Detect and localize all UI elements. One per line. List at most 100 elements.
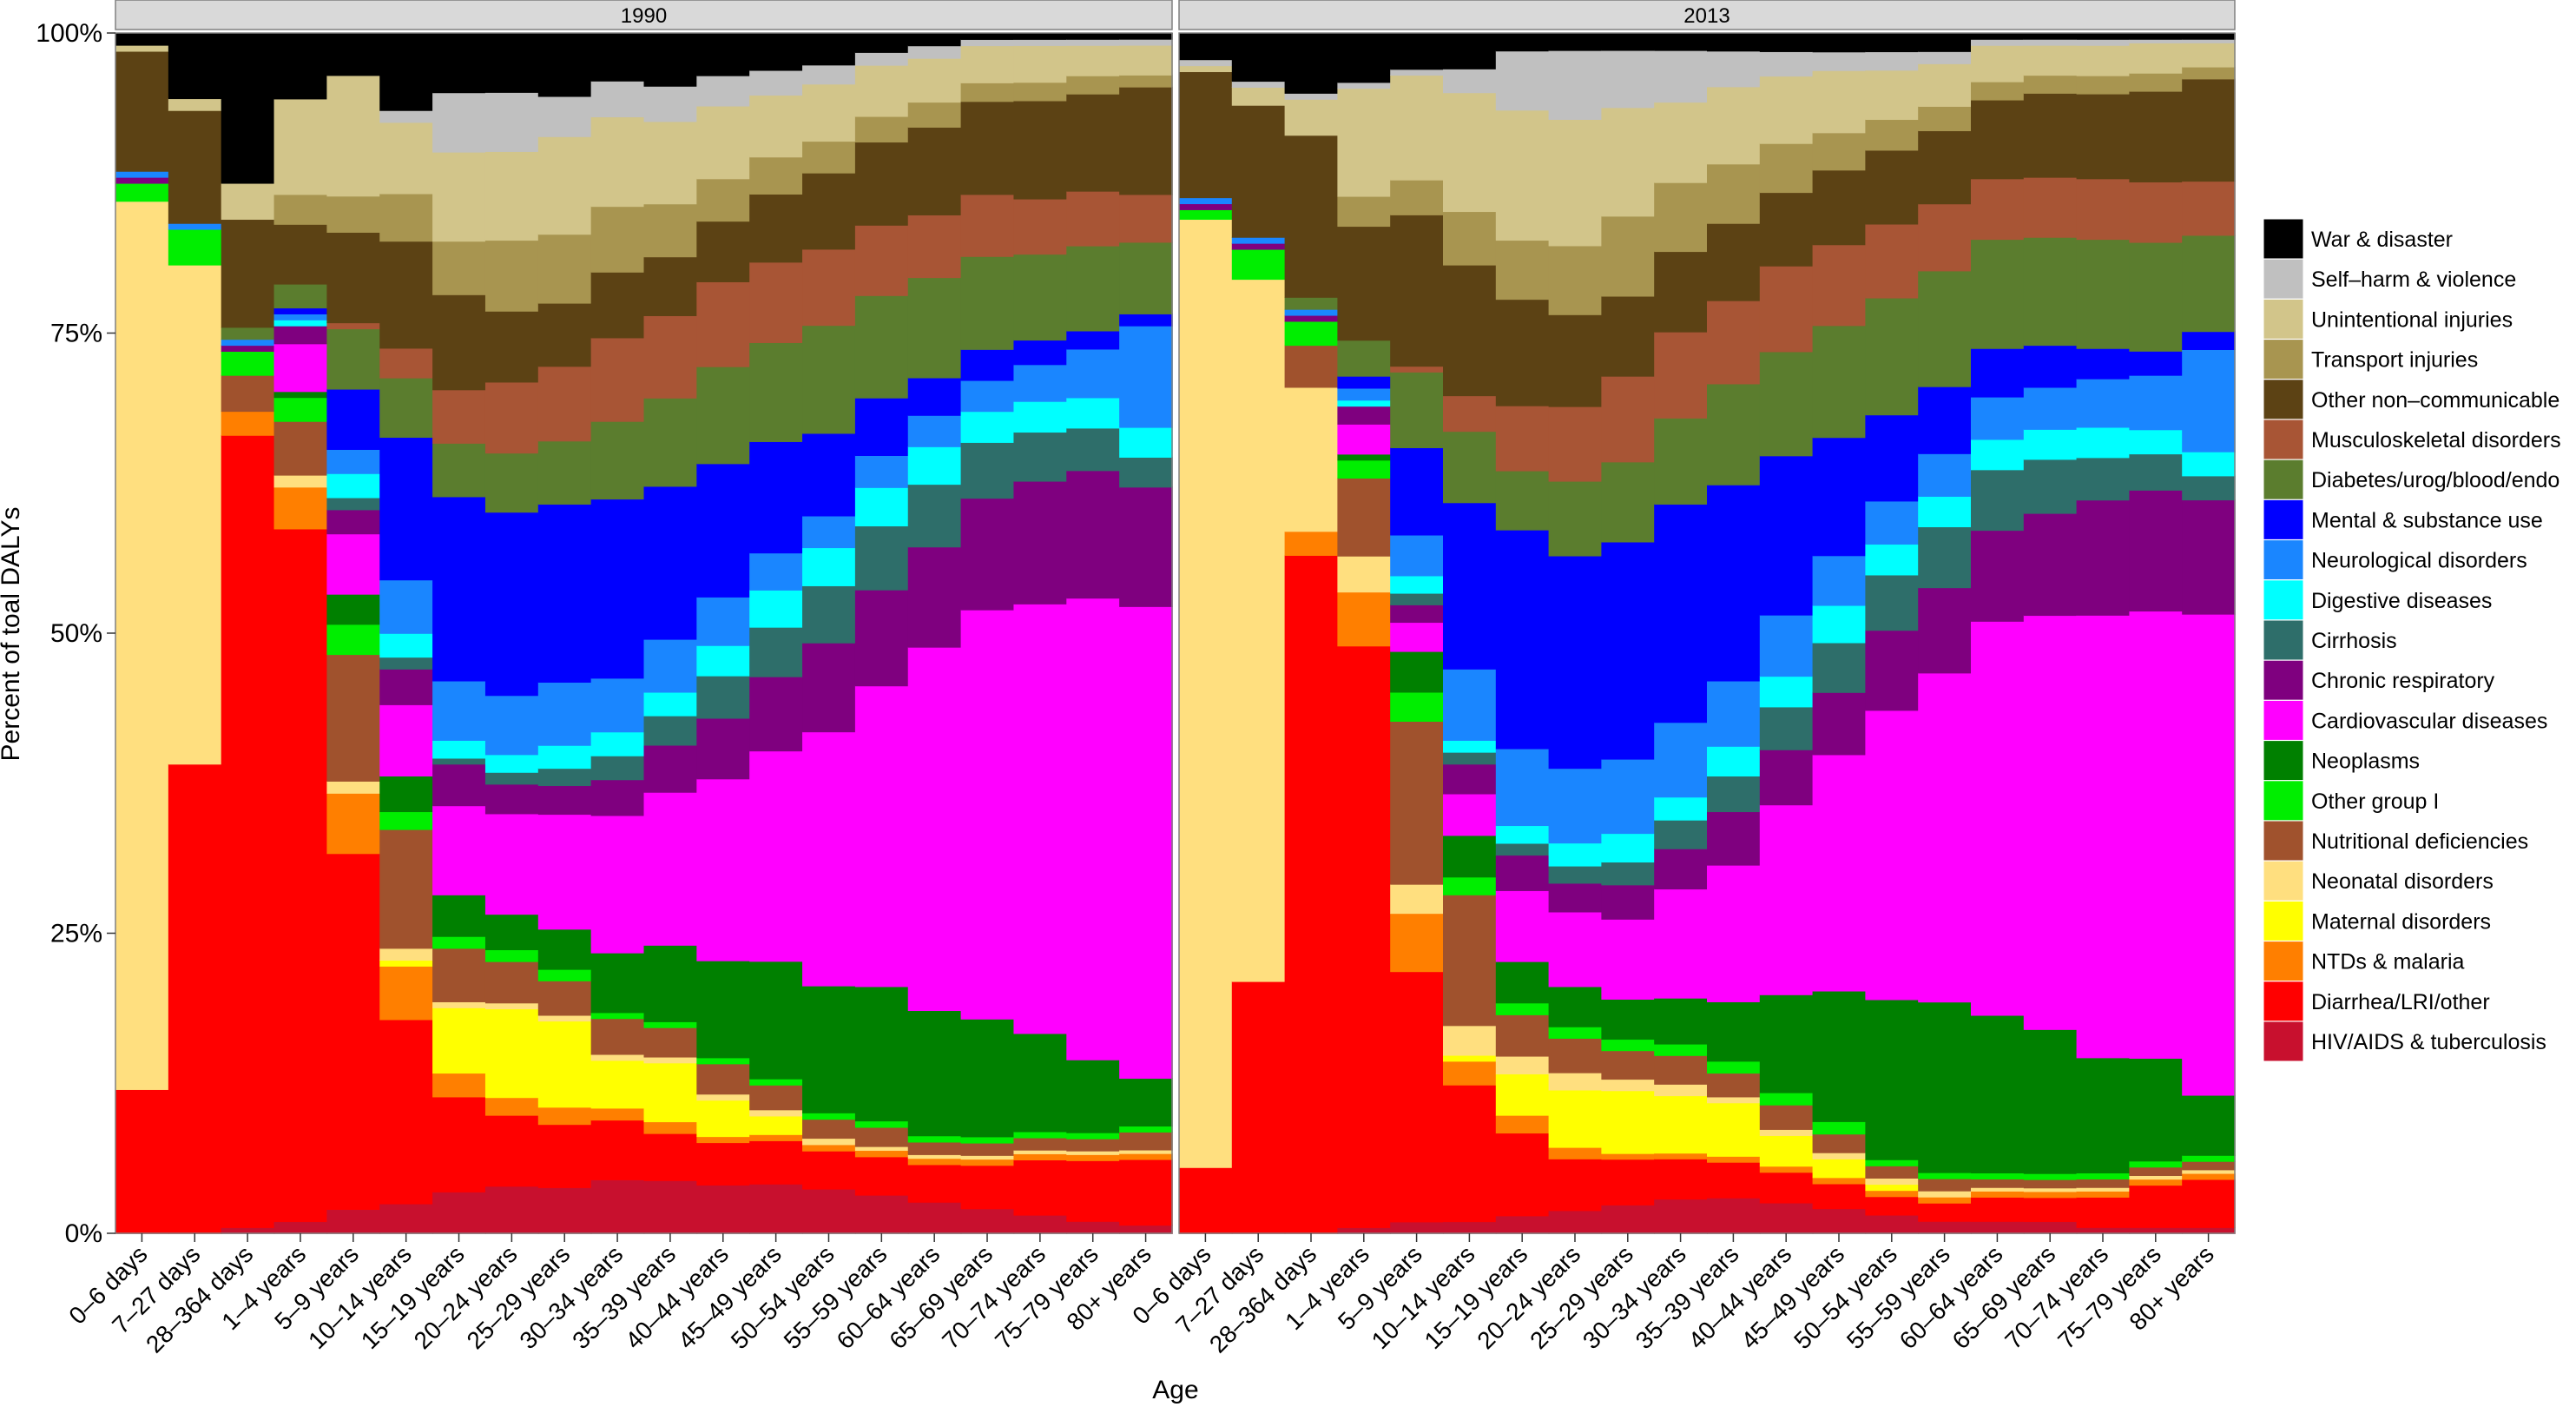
segment-unintentional-injuries — [537, 136, 592, 235]
segment-neurological-disorders — [273, 314, 328, 320]
segment-diabetes-urog-blood-endo — [1284, 297, 1339, 310]
segment-cirrhosis — [2129, 453, 2183, 491]
segment-mental-substance-use — [1812, 437, 1867, 557]
segment-war-disaster — [1013, 33, 1068, 40]
legend-swatch — [2263, 459, 2304, 500]
segment-mental-substance-use — [484, 512, 539, 697]
segment-cardiovascular-diseases — [1443, 793, 1497, 836]
segment-transport-injuries — [1707, 163, 1761, 224]
legend-item-neonatal-disorders: Neonatal disorders — [2263, 860, 2494, 902]
segment-hiv-aids-tuberculosis — [1337, 1227, 1391, 1234]
segment-self-harm-violence — [484, 92, 539, 152]
segment-maternal-disorders — [1759, 1135, 1814, 1167]
segment-other-non-communicable — [1812, 169, 1867, 246]
segment-other-non-communicable — [2129, 90, 2183, 182]
segment-unintentional-injuries — [221, 182, 275, 221]
segment-neoplasms — [696, 960, 750, 1059]
segment-unintentional-injuries — [854, 64, 909, 117]
segment-transport-injuries — [2023, 75, 2078, 94]
segment-digestive-diseases — [1066, 397, 1120, 429]
segment-diabetes-urog-blood-endo — [1759, 351, 1814, 457]
segment-cirrhosis — [1865, 574, 1919, 631]
segment-other-non-communicable — [1066, 93, 1120, 192]
segment-musculoskeletal-disorders — [907, 215, 962, 279]
legend-item-ntds-malaria: NTDs & malaria — [2263, 941, 2465, 982]
segment-mental-substance-use — [2076, 347, 2131, 380]
segment-cardiovascular-diseases — [1971, 621, 2025, 1016]
segment-unintentional-injuries — [379, 122, 433, 195]
segment-other-non-communicable — [168, 109, 222, 224]
segment-cirrhosis — [960, 442, 1015, 499]
segment-neurological-disorders — [1443, 669, 1497, 741]
segment-transport-injuries — [696, 178, 750, 222]
segment-ntds-malaria — [960, 1159, 1015, 1166]
legend-label: Maternal disorders — [2311, 909, 2491, 934]
segment-unintentional-injuries — [1971, 44, 2025, 83]
segment-other-group-i — [1495, 1002, 1550, 1015]
segment-cardiovascular-diseases — [590, 815, 645, 954]
segment-diabetes-urog-blood-endo — [1443, 431, 1497, 504]
segment-diarrhea-lri-other — [1548, 1159, 1603, 1212]
legend-swatch — [2263, 860, 2304, 902]
segment-diarrhea-lri-other — [2076, 1197, 2131, 1228]
segment-cirrhosis — [1548, 865, 1603, 884]
segment-other-non-communicable — [273, 224, 328, 285]
segment-diarrhea-lri-other — [1759, 1172, 1814, 1204]
segment-digestive-diseases — [1119, 426, 1173, 458]
segment-mental-substance-use — [1601, 541, 1655, 760]
segment-hiv-aids-tuberculosis — [643, 1180, 698, 1234]
segment-transport-injuries — [1971, 81, 2025, 101]
panel-strip — [1178, 0, 2236, 30]
segment-cirrhosis — [749, 626, 803, 677]
segment-chronic-respiratory — [1548, 882, 1603, 913]
segment-neonatal-disorders — [1495, 1055, 1550, 1074]
segment-mental-substance-use — [802, 433, 856, 517]
segment-diabetes-urog-blood-endo — [749, 342, 803, 442]
segment-hiv-aids-tuberculosis — [273, 1221, 328, 1234]
segment-war-disaster — [1066, 33, 1120, 40]
segment-cardiovascular-diseases — [643, 791, 698, 946]
segment-digestive-diseases — [537, 744, 592, 770]
segment-cardiovascular-diseases — [1759, 804, 1814, 995]
segment-nutritional-deficiencies — [1918, 1178, 1972, 1192]
segment-other-group-i — [537, 968, 592, 981]
segment-diarrhea-lri-other — [1390, 971, 1444, 1223]
segment-cirrhosis — [1013, 432, 1068, 482]
segment-war-disaster — [802, 33, 856, 66]
segment-other-group-i — [1759, 1092, 1814, 1106]
segment-neonatal-disorders — [273, 474, 328, 488]
segment-other-non-communicable — [696, 221, 750, 282]
segment-ntds-malaria — [854, 1150, 909, 1158]
segment-self-harm-violence — [1812, 51, 1867, 71]
segment-diabetes-urog-blood-endo — [1812, 325, 1867, 439]
segment-cirrhosis — [1601, 862, 1655, 886]
segment-chronic-respiratory — [273, 325, 328, 345]
segment-neonatal-disorders — [1918, 1190, 1972, 1198]
segment-diarrhea-lri-other — [960, 1165, 1015, 1210]
segment-hiv-aids-tuberculosis — [802, 1188, 856, 1234]
segment-diarrhea-lri-other — [1013, 1159, 1068, 1216]
segment-neonatal-disorders — [2129, 1175, 2183, 1180]
segment-cirrhosis — [854, 525, 909, 591]
segment-unintentional-injuries — [1284, 99, 1339, 136]
segment-neurological-disorders — [1707, 680, 1761, 747]
segment-self-harm-violence — [1179, 59, 1233, 67]
segment-transport-injuries — [1601, 215, 1655, 297]
legend-swatch — [2263, 619, 2304, 661]
segment-war-disaster — [854, 33, 909, 53]
legend-item-neoplasms: Neoplasms — [2263, 740, 2420, 782]
segment-cardiovascular-diseases — [1337, 424, 1391, 455]
segment-war-disaster — [273, 33, 328, 100]
segment-mental-substance-use — [960, 349, 1015, 381]
segment-digestive-diseases — [1759, 676, 1814, 708]
segment-neoplasms — [1759, 994, 1814, 1093]
segment-diabetes-urog-blood-endo — [1390, 372, 1444, 448]
segment-chronic-respiratory — [749, 676, 803, 752]
segment-war-disaster — [1495, 33, 1550, 52]
segment-musculoskeletal-disorders — [1119, 194, 1173, 243]
segment-war-disaster — [1390, 33, 1444, 70]
segment-self-harm-violence — [1066, 38, 1120, 46]
segment-diarrhea-lri-other — [590, 1120, 645, 1180]
segment-other-group-i — [749, 1078, 803, 1086]
segment-chronic-respiratory — [2182, 499, 2236, 615]
